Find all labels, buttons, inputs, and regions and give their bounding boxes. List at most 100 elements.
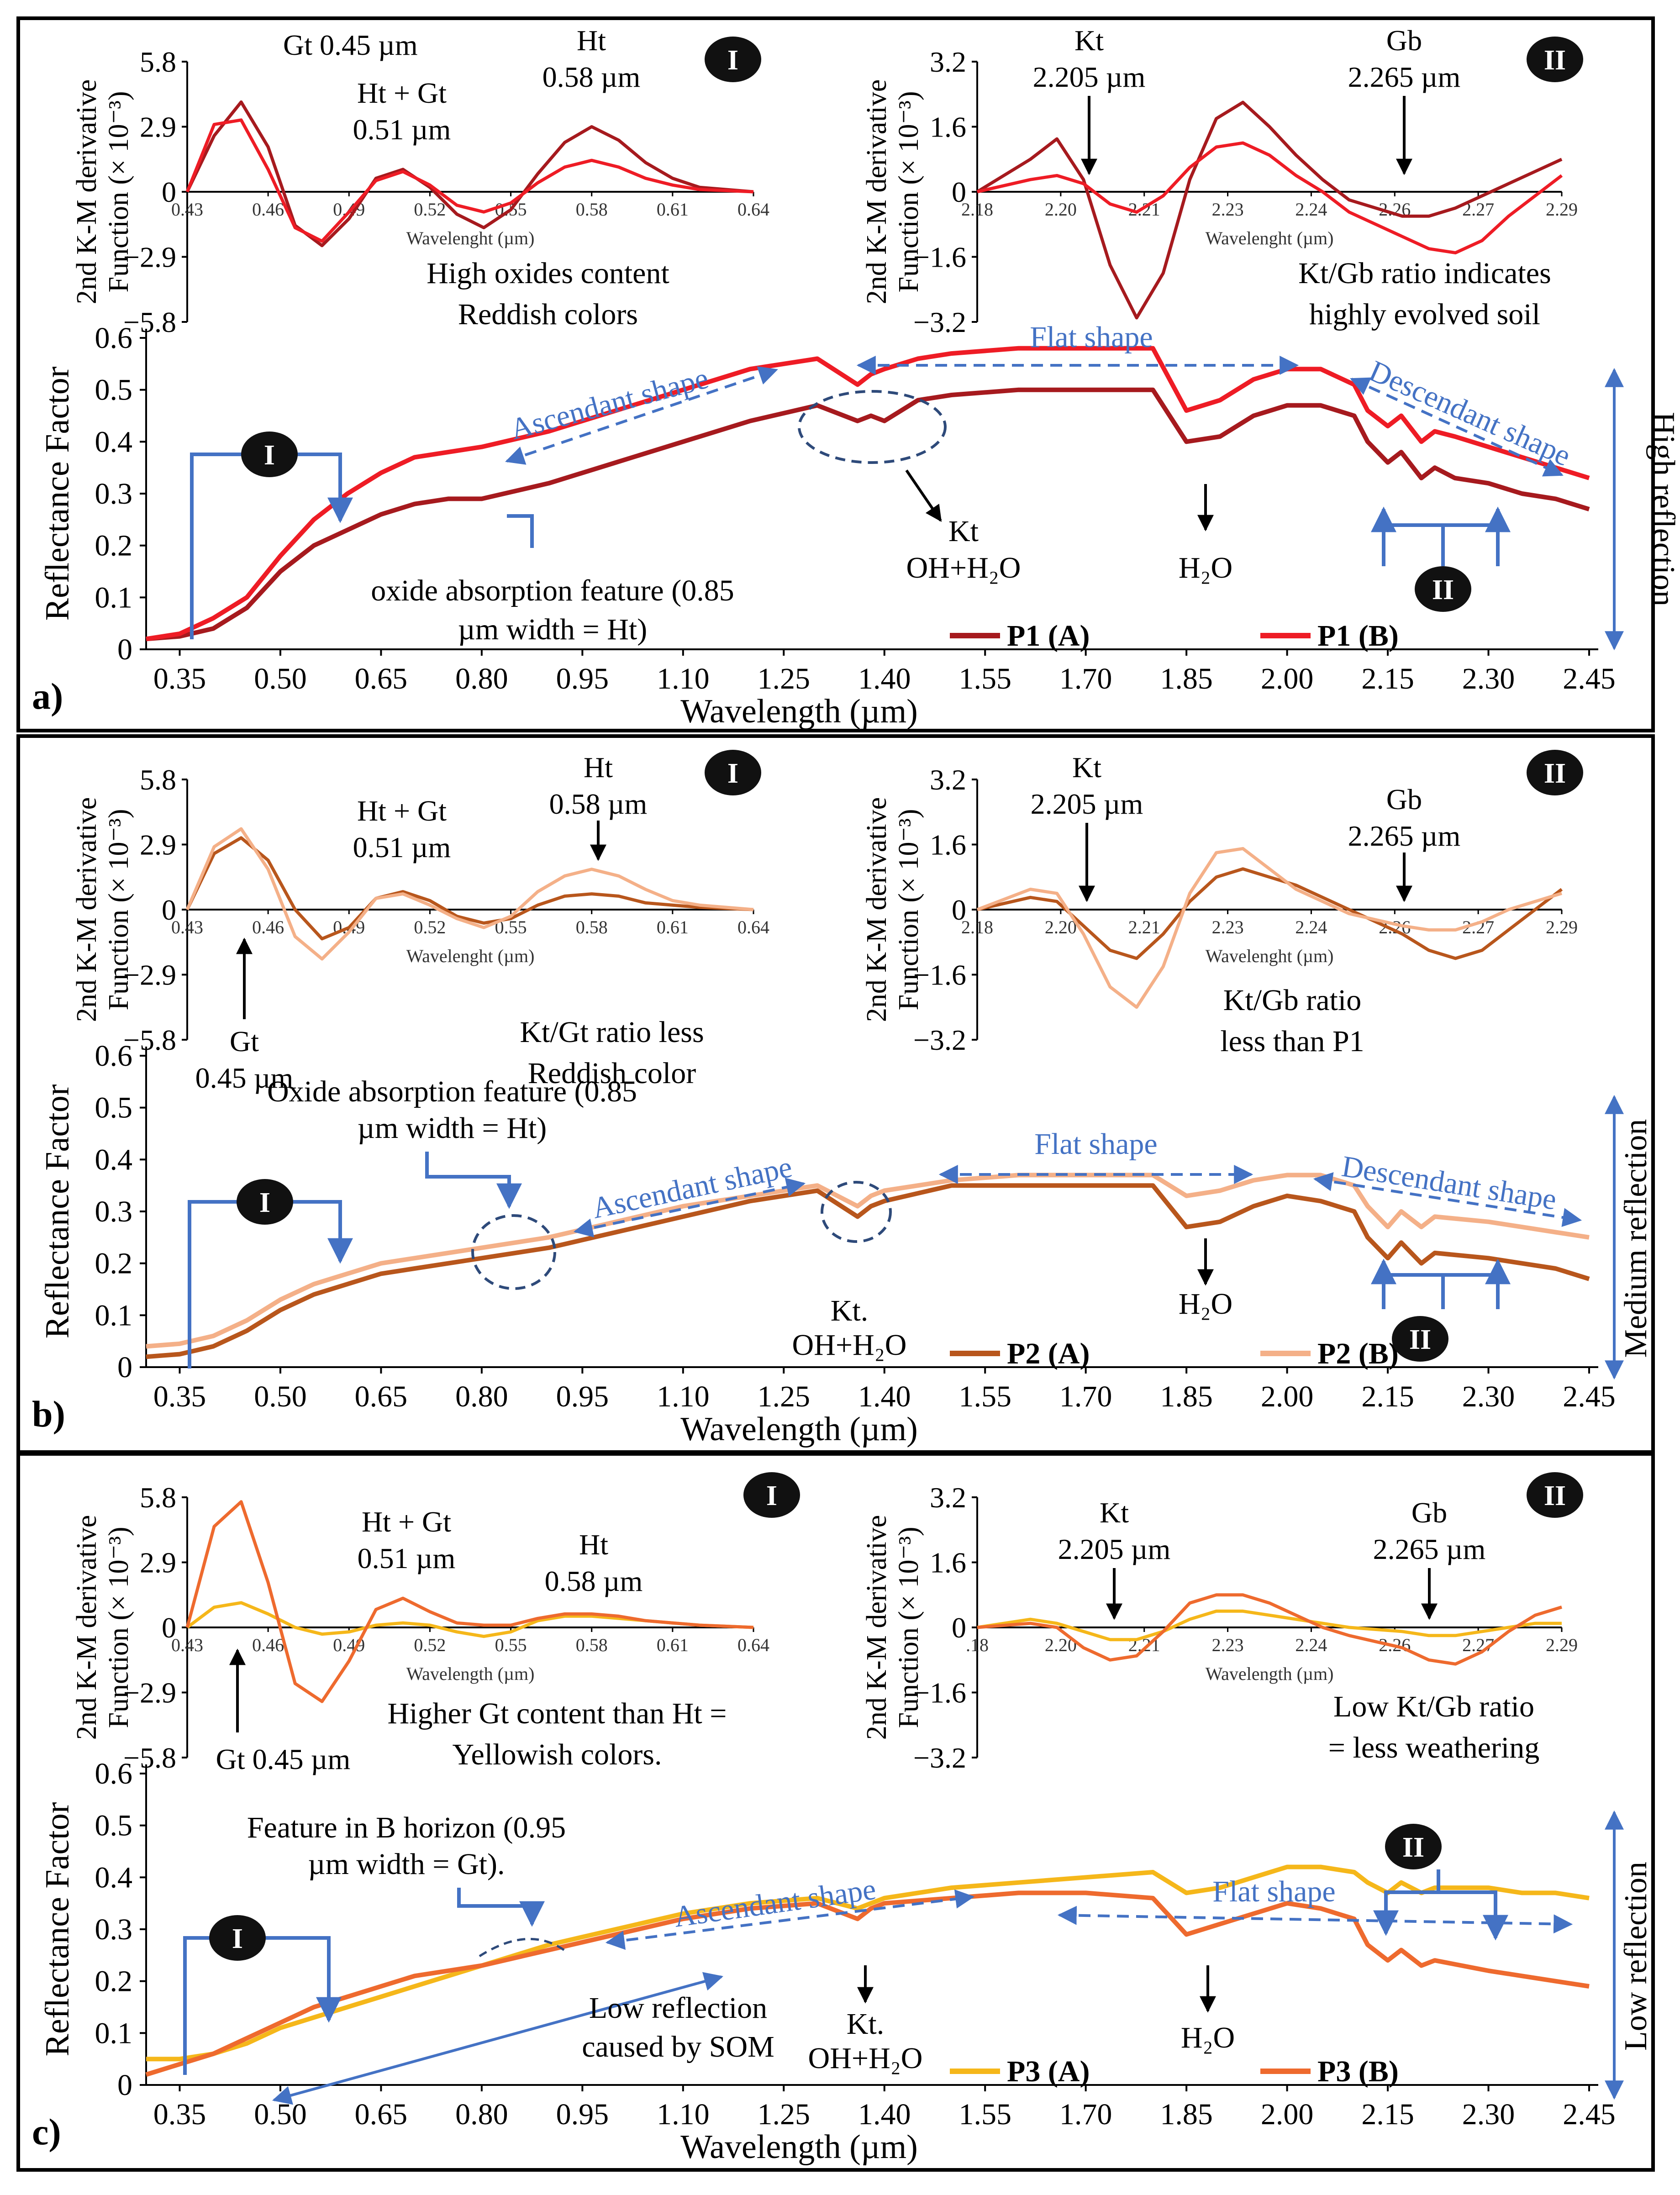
y-tick-label-mini: 2.9 bbox=[140, 829, 176, 861]
y-tick-label: 0.2 bbox=[95, 1965, 133, 1998]
x-tick-label: 1.55 bbox=[958, 662, 1011, 695]
x-tick-label: 2.00 bbox=[1261, 1380, 1314, 1413]
badge-II-a-refl bbox=[1415, 566, 1471, 612]
y-tick-label-mini: 1.6 bbox=[930, 829, 966, 861]
badge-I-b-label: I bbox=[727, 758, 738, 789]
x-tick-label: 1.10 bbox=[657, 2098, 710, 2131]
deriv-line-p2b bbox=[976, 847, 1563, 1009]
y-tick-label: 0 bbox=[117, 1351, 132, 1384]
circle-kt-a bbox=[798, 390, 947, 464]
x-tick-label-mini: 2.23 bbox=[1212, 917, 1244, 937]
y-tick-label: 0 bbox=[117, 633, 132, 666]
x-tick-label: 1.70 bbox=[1059, 1380, 1112, 1413]
arrow-ascendant-a bbox=[505, 366, 778, 465]
y-axis-title-mini-2: Function (× 10⁻³) bbox=[103, 809, 134, 1010]
y-tick-label: 0.6 bbox=[95, 321, 133, 355]
annot-kt-c: Kt bbox=[1100, 1496, 1129, 1529]
x-tick-label: 1.70 bbox=[1059, 2098, 1112, 2131]
y-axis-title-mini-2: Function (× 10⁻³) bbox=[893, 91, 924, 292]
series-line-p2a bbox=[146, 1183, 1590, 1359]
y-tick-label: 0.1 bbox=[95, 2016, 133, 2050]
x-tick-label: 0.80 bbox=[455, 1380, 508, 1413]
annot-kt-um: 2.205 µm bbox=[1033, 61, 1146, 93]
annot-ht-um: 0.58 µm bbox=[542, 61, 641, 93]
x-tick-label-mini: 0.58 bbox=[576, 199, 608, 220]
label-side-c: Low reflection bbox=[1618, 1862, 1654, 2051]
deriv-line-p3b bbox=[977, 1593, 1563, 1666]
y-tick-label-mini: 2.9 bbox=[140, 1547, 176, 1579]
deriv-line-p2b bbox=[185, 827, 754, 961]
y-tick-label-mini: 1.6 bbox=[930, 111, 966, 143]
annot-gb-um-c: 2.265 µm bbox=[1373, 1533, 1486, 1565]
annot-htgt-um-b: 0.51 µm bbox=[353, 831, 451, 863]
circle-oxide-b bbox=[471, 1214, 556, 1290]
x-tick-label-mini: 0.52 bbox=[414, 199, 446, 220]
x-tick-label-mini: 2.20 bbox=[1045, 917, 1077, 937]
annot-gt-b: Gt bbox=[230, 1025, 259, 1058]
y-tick-label-mini: −2.9 bbox=[123, 959, 176, 991]
badge-I-a-refl bbox=[241, 432, 298, 477]
x-tick-label: 1.25 bbox=[758, 1380, 811, 1413]
panel-label: a) bbox=[32, 675, 63, 717]
badge-II-a-label: II bbox=[1544, 45, 1566, 76]
note-c-II-2: = less weathering bbox=[1328, 1731, 1539, 1764]
x-tick-label: 0.95 bbox=[556, 1380, 609, 1413]
x-axis-title-mini: Wavelenght (µm) bbox=[1206, 946, 1334, 966]
x-tick-label-mini: 2.18 bbox=[961, 917, 993, 937]
x-axis-title-mini: Wavelenght (µm) bbox=[406, 946, 535, 966]
x-tick-label: 0.35 bbox=[153, 1380, 206, 1413]
annot-ht-b: Ht bbox=[584, 751, 613, 784]
annot-gt-um-b: 0.45 µm bbox=[195, 1062, 294, 1094]
badge-II-b-refl-label: II bbox=[1409, 1324, 1431, 1355]
y-tick-label: 0.4 bbox=[95, 425, 133, 458]
panel-border-a bbox=[16, 16, 1655, 732]
y-tick-label-mini: 3.2 bbox=[930, 1481, 966, 1514]
annot-ht: Ht bbox=[577, 24, 606, 57]
x-tick-label-mini: 0.43 bbox=[171, 199, 203, 220]
dashed-arc-feature-c bbox=[479, 1937, 567, 1958]
label-oh-b: OH+H₂O bbox=[792, 1328, 907, 1362]
deriv-line-p1b bbox=[977, 141, 1563, 255]
x-tick-label-mini: 0.64 bbox=[737, 199, 769, 220]
annot-gb: Gb bbox=[1386, 24, 1422, 57]
label-oxide-b-1: Oxide absorption feature (0.85 bbox=[267, 1075, 637, 1108]
y-tick-label-mini: −3.2 bbox=[913, 1024, 966, 1056]
label-side-a: High reflection bbox=[1646, 412, 1680, 606]
y-axis-title-mini-2: Function (× 10⁻³) bbox=[893, 1526, 924, 1728]
x-axis-title: Wavelength (µm) bbox=[680, 2128, 918, 2166]
label-h2o-c: H₂O bbox=[1181, 2021, 1235, 2054]
x-tick-label-mini: 2.18 bbox=[961, 199, 993, 220]
x-tick-label-mini: 0.43 bbox=[171, 1635, 203, 1655]
label-som-c-1: Low reflection bbox=[589, 1991, 767, 2025]
note-c-I-1: Higher Gt content than Ht = bbox=[388, 1697, 727, 1730]
pointer-oxide-b bbox=[425, 1152, 522, 1209]
annot-kt-um-b: 2.205 µm bbox=[1031, 788, 1143, 820]
note-b-I-2: Reddish color bbox=[528, 1057, 696, 1090]
x-tick-label: 1.10 bbox=[657, 662, 710, 695]
x-tick-label-mini: 0.55 bbox=[495, 1635, 527, 1655]
y-tick-label-mini: 0 bbox=[952, 894, 966, 926]
y-axis-title-mini-2: Function (× 10⁻³) bbox=[103, 1526, 134, 1728]
badge-II-a bbox=[1527, 37, 1583, 82]
note-a-I-1: High oxides content bbox=[427, 257, 669, 290]
y-tick-label-mini: −5.8 bbox=[123, 1024, 176, 1056]
arrow-som-c bbox=[272, 1972, 724, 2105]
label-oh-a: OH+H₂O bbox=[906, 551, 1021, 584]
x-tick-label: 2.30 bbox=[1462, 1380, 1515, 1413]
badge-II-c bbox=[1527, 1472, 1583, 1518]
badge-I-a-label: I bbox=[727, 45, 738, 76]
x-axis-title: Wavelength (µm) bbox=[680, 1411, 918, 1448]
badge-I-b bbox=[705, 750, 761, 795]
x-tick-label: 0.50 bbox=[254, 662, 307, 695]
y-tick-label: 0.2 bbox=[95, 529, 133, 563]
y-axis-title-mini-1: 2nd K-M derivative bbox=[861, 797, 892, 1022]
label-feature-c-1: Feature in B horizon (0.95 bbox=[247, 1811, 566, 1844]
x-tick-label: 1.25 bbox=[758, 662, 811, 695]
x-tick-label-mini: 2.20 bbox=[1045, 199, 1077, 220]
x-tick-label: 0.65 bbox=[355, 662, 408, 695]
badge-I-b-refl-label: I bbox=[259, 1187, 270, 1218]
label-h2o-b: H₂O bbox=[1179, 1287, 1232, 1321]
y-tick-label-mini: −3.2 bbox=[913, 1742, 966, 1774]
panel-border-c bbox=[16, 1452, 1655, 2172]
